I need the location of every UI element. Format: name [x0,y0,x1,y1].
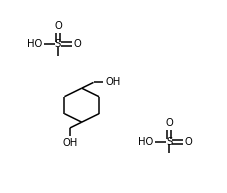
FancyBboxPatch shape [167,140,172,144]
FancyBboxPatch shape [55,43,60,46]
Text: HO: HO [27,39,42,49]
Text: O: O [185,137,192,147]
Text: O: O [54,21,62,31]
Text: OH: OH [106,77,121,87]
Text: S: S [166,137,172,147]
Text: HO: HO [138,137,153,147]
Text: OH: OH [62,138,78,148]
Text: S: S [55,39,61,49]
Text: O: O [165,118,173,128]
Text: O: O [74,39,81,49]
